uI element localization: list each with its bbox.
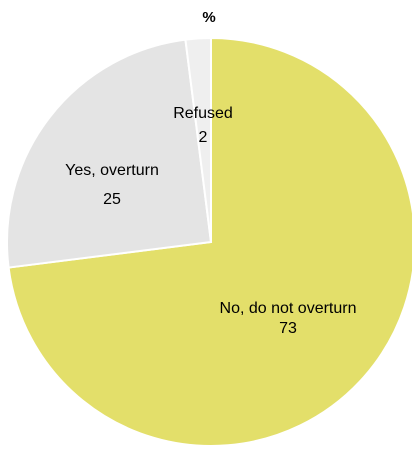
slice-value-label: 73 xyxy=(279,320,297,337)
slice-value-label: 2 xyxy=(199,129,208,146)
slice-name-label: Yes, overturn xyxy=(65,162,159,179)
pie-labels: No, do not overturn 73 Yes, overturn 25 Refu… xyxy=(65,105,356,337)
pie-slice-refused xyxy=(184,36,212,243)
slice-value-label: 25 xyxy=(103,191,121,208)
slice-name-label: Refused xyxy=(173,105,233,122)
chart-title: % xyxy=(202,9,215,26)
slice-name-label: No, do not overturn xyxy=(220,300,357,317)
pie-slice-no-do-not-overturn xyxy=(7,36,412,447)
pie-slice-yes-overturn xyxy=(6,38,213,269)
pie-slices xyxy=(6,36,412,447)
